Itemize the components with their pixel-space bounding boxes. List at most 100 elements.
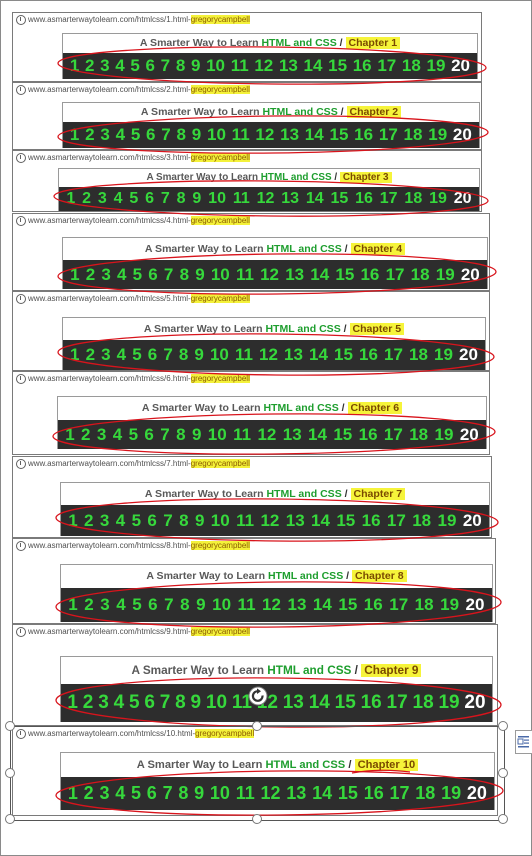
page-link-12[interactable]: 12 — [259, 345, 278, 364]
page-link-16[interactable]: 16 — [352, 56, 372, 75]
page-link-19[interactable]: 19 — [428, 125, 448, 144]
page-link-8[interactable]: 8 — [178, 783, 189, 803]
page-link-15[interactable]: 15 — [338, 595, 358, 614]
page-link-3[interactable]: 3 — [98, 692, 109, 713]
page-link-20[interactable]: 20 — [464, 692, 486, 713]
page-link-17[interactable]: 17 — [389, 595, 409, 614]
page-link-2[interactable]: 2 — [85, 264, 96, 284]
page-link-13[interactable]: 13 — [282, 424, 302, 444]
page-link-7[interactable]: 7 — [160, 56, 171, 75]
page-link-1[interactable]: 1 — [67, 692, 78, 713]
page-link-7[interactable]: 7 — [162, 783, 173, 803]
resize-handle-bottom-left[interactable] — [5, 814, 15, 824]
page-link-12[interactable]: 12 — [260, 510, 280, 530]
page-link-16[interactable]: 16 — [363, 783, 384, 803]
address-bar[interactable]: www.asmarterwaytolearn.com/htmlcss/1.htm… — [13, 13, 481, 27]
page-link-5[interactable]: 5 — [129, 190, 139, 207]
page-link-18[interactable]: 18 — [414, 595, 434, 614]
page-link-7[interactable]: 7 — [163, 264, 174, 284]
page-link-19[interactable]: 19 — [429, 190, 447, 207]
page-link-16[interactable]: 16 — [360, 692, 382, 713]
page-link-16[interactable]: 16 — [363, 595, 383, 614]
page-link-20[interactable]: 20 — [459, 424, 479, 444]
page-link-5[interactable]: 5 — [130, 125, 141, 144]
page-link-11[interactable]: 11 — [231, 125, 250, 144]
page-link-3[interactable]: 3 — [97, 190, 107, 207]
page-link-9[interactable]: 9 — [194, 510, 205, 530]
resize-handle-bottom[interactable] — [252, 814, 262, 824]
page-link-9[interactable]: 9 — [190, 692, 202, 713]
page-link-13[interactable]: 13 — [285, 510, 305, 530]
page-link-18[interactable]: 18 — [412, 510, 432, 530]
page-link-3[interactable]: 3 — [101, 345, 111, 364]
page-link-11[interactable]: 11 — [235, 783, 255, 803]
page-link-4[interactable]: 4 — [113, 190, 123, 207]
page-link-14[interactable]: 14 — [308, 692, 330, 713]
page-link-3[interactable]: 3 — [100, 595, 110, 614]
page-link-4[interactable]: 4 — [115, 125, 126, 144]
page-info-icon[interactable] — [16, 729, 26, 739]
page-link-8[interactable]: 8 — [176, 424, 186, 444]
page-link-8[interactable]: 8 — [175, 56, 186, 75]
address-bar[interactable]: www.asmarterwaytolearn.com/htmlcss/5.htm… — [13, 292, 489, 306]
page-info-icon[interactable] — [16, 294, 26, 304]
page-link-10[interactable]: 10 — [206, 56, 226, 75]
page-link-20[interactable]: 20 — [452, 125, 472, 144]
page-link-6[interactable]: 6 — [146, 125, 156, 144]
page-link-12[interactable]: 12 — [262, 595, 281, 614]
page-link-4[interactable]: 4 — [115, 510, 126, 530]
page-link-3[interactable]: 3 — [96, 424, 107, 444]
page-info-icon[interactable] — [16, 627, 26, 637]
page-link-13[interactable]: 13 — [278, 56, 298, 75]
page-link-16[interactable]: 16 — [360, 264, 380, 284]
page-link-16[interactable]: 16 — [359, 345, 378, 364]
page-link-9[interactable]: 9 — [194, 783, 205, 803]
page-link-14[interactable]: 14 — [308, 424, 327, 444]
page-link-6[interactable]: 6 — [147, 345, 158, 364]
page-link-20[interactable]: 20 — [460, 264, 480, 284]
page-link-3[interactable]: 3 — [99, 783, 110, 803]
address-bar[interactable]: www.asmarterwaytolearn.com/htmlcss/10.ht… — [13, 727, 497, 741]
resize-handle-bottom-right[interactable] — [498, 814, 508, 824]
page-link-20[interactable]: 20 — [462, 510, 482, 530]
page-link-9[interactable]: 9 — [192, 190, 202, 207]
page-link-10[interactable]: 10 — [208, 190, 226, 207]
page-link-2[interactable]: 2 — [82, 190, 92, 207]
page-link-13[interactable]: 13 — [285, 264, 305, 284]
page-link-2[interactable]: 2 — [85, 345, 96, 364]
page-link-8[interactable]: 8 — [179, 264, 190, 284]
resize-handle-right[interactable] — [498, 768, 508, 778]
page-link-6[interactable]: 6 — [148, 264, 158, 284]
page-link-19[interactable]: 19 — [434, 345, 453, 364]
page-link-6[interactable]: 6 — [144, 692, 155, 713]
page-link-9[interactable]: 9 — [195, 264, 205, 284]
page-link-3[interactable]: 3 — [100, 56, 110, 75]
page-link-15[interactable]: 15 — [337, 783, 358, 803]
rotate-handle-icon[interactable] — [248, 686, 268, 706]
page-link-5[interactable]: 5 — [128, 424, 139, 444]
page-link-4[interactable]: 4 — [117, 264, 127, 284]
page-link-7[interactable]: 7 — [160, 190, 170, 207]
page-link-5[interactable]: 5 — [128, 692, 140, 713]
page-link-13[interactable]: 13 — [286, 783, 307, 803]
page-link-18[interactable]: 18 — [403, 125, 423, 144]
page-link-11[interactable]: 11 — [233, 424, 252, 444]
page-link-3[interactable]: 3 — [101, 264, 111, 284]
page-link-5[interactable]: 5 — [130, 56, 140, 75]
page-link-1[interactable]: 1 — [66, 190, 76, 207]
page-link-12[interactable]: 12 — [254, 56, 274, 75]
page-link-9[interactable]: 9 — [190, 56, 201, 75]
page-info-icon[interactable] — [16, 374, 26, 384]
page-link-11[interactable]: 11 — [232, 190, 250, 207]
page-link-1[interactable]: 1 — [68, 595, 78, 614]
page-link-12[interactable]: 12 — [256, 190, 275, 207]
page-link-12[interactable]: 12 — [257, 424, 277, 444]
page-link-19[interactable]: 19 — [440, 595, 460, 614]
page-link-14[interactable]: 14 — [312, 783, 333, 803]
page-link-13[interactable]: 13 — [280, 125, 300, 144]
page-link-2[interactable]: 2 — [82, 692, 94, 713]
page-link-3[interactable]: 3 — [99, 510, 110, 530]
page-link-11[interactable]: 11 — [236, 510, 255, 530]
page-link-14[interactable]: 14 — [305, 190, 324, 207]
page-link-14[interactable]: 14 — [310, 264, 330, 284]
